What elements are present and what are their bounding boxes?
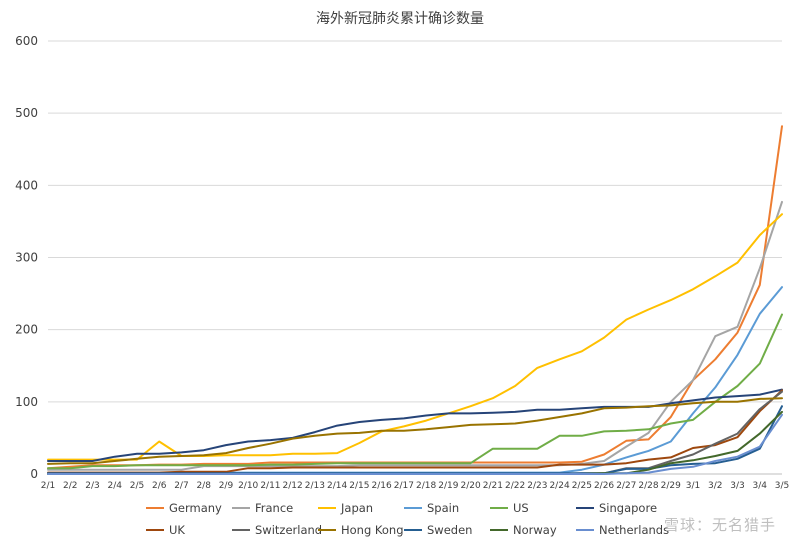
x-tick-label: 3/5 — [775, 481, 789, 491]
legend-label: Germany — [169, 501, 222, 515]
legend-label: Netherlands — [599, 523, 669, 537]
x-tick-label: 2/29 — [661, 481, 681, 491]
x-tick-label: 2/17 — [394, 481, 414, 491]
x-tick-label: 2/27 — [616, 481, 636, 491]
x-tick-label: 2/10 — [238, 481, 258, 491]
series-line-spain — [47, 286, 783, 475]
x-tick-label: 2/6 — [152, 481, 167, 491]
series-line-us — [47, 313, 783, 470]
x-tick-label: 2/25 — [572, 481, 592, 491]
y-tick-label: 400 — [15, 178, 38, 192]
x-tick-label: 2/18 — [416, 481, 436, 491]
x-tick-label: 3/3 — [730, 481, 744, 491]
x-tick-label: 2/8 — [196, 481, 211, 491]
x-tick-label: 2/28 — [638, 481, 658, 491]
legend-label: Hong Kong — [341, 523, 404, 537]
x-tick-label: 2/24 — [549, 481, 569, 491]
legend-label: Norway — [513, 523, 557, 537]
series-line-uk — [47, 389, 783, 474]
x-tick-label: 2/23 — [527, 481, 547, 491]
x-tick-label: 2/3 — [85, 481, 99, 491]
series-line-hong-kong — [47, 397, 783, 465]
series-line-france — [47, 200, 783, 471]
legend-label: US — [513, 501, 529, 515]
x-tick-label: 3/2 — [708, 481, 722, 491]
x-tick-label: 2/5 — [130, 481, 144, 491]
chart-title: 海外新冠肺炎累计确诊数量 — [316, 11, 484, 27]
legend-label: Switzerland — [255, 523, 322, 537]
legend-label: France — [255, 501, 293, 515]
y-tick-label: 300 — [15, 251, 38, 265]
y-tick-label: 600 — [15, 34, 38, 48]
y-tick-label: 100 — [15, 395, 38, 409]
x-tick-label: 2/13 — [305, 481, 325, 491]
series-line-netherlands — [47, 413, 783, 475]
x-tick-label: 2/12 — [283, 481, 303, 491]
series-line-japan — [47, 213, 783, 461]
y-tick-label: 500 — [15, 106, 38, 120]
x-tick-label: 2/7 — [174, 481, 188, 491]
x-tick-label: 2/19 — [438, 481, 458, 491]
y-tick-label: 0 — [30, 467, 38, 481]
x-tick-label: 2/22 — [505, 481, 525, 491]
legend-label: Spain — [427, 501, 459, 515]
y-tick-label: 200 — [15, 323, 38, 337]
x-tick-label: 2/9 — [219, 481, 234, 491]
x-tick-label: 2/20 — [460, 481, 480, 491]
x-tick-label: 2/11 — [260, 481, 280, 491]
x-tick-label: 2/15 — [349, 481, 369, 491]
legend-label: UK — [169, 523, 185, 537]
x-tick-label: 3/4 — [753, 481, 768, 491]
x-tick-label: 2/21 — [483, 481, 503, 491]
watermark: 雪球：无名猎手 — [663, 516, 776, 534]
x-tick-label: 2/26 — [594, 481, 614, 491]
x-tick-label: 2/1 — [41, 481, 55, 491]
x-tick-label: 2/14 — [327, 481, 347, 491]
x-tick-label: 2/2 — [63, 481, 77, 491]
x-tick-label: 2/4 — [107, 481, 122, 491]
legend-label: Sweden — [427, 523, 472, 537]
x-tick-label: 3/1 — [686, 481, 700, 491]
legend-label: Japan — [340, 501, 373, 515]
x-tick-label: 2/16 — [372, 481, 392, 491]
legend-label: Singapore — [599, 501, 657, 515]
